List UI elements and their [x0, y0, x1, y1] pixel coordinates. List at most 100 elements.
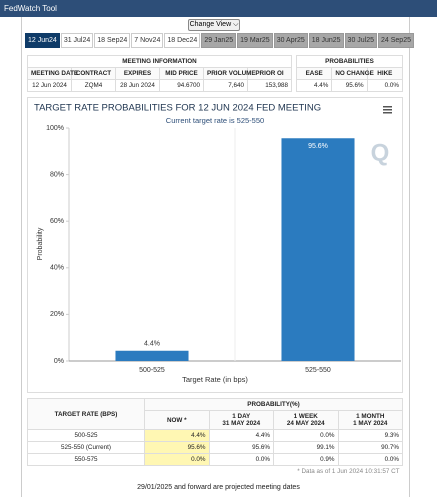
meeting-tab[interactable]: 18 Dec24	[164, 33, 201, 48]
y-tick-label: 80%	[50, 171, 64, 178]
cell: 99.1%	[273, 441, 339, 454]
y-tick-label: 0%	[54, 358, 64, 365]
meeting-tab[interactable]: 18 Sep24	[94, 33, 131, 48]
data-note: * Data as of 1 Jun 2024 10:31:57 CT	[297, 468, 400, 475]
title-row: MEETING INFORMATION	[27, 55, 292, 68]
cell: 0.9%	[273, 453, 339, 466]
column-header: EXPIRES	[115, 67, 160, 80]
meeting-tab[interactable]: 30 Jul25	[344, 33, 378, 48]
data-row: 550-575 0.0% 0.0% 0.9% 0.0%	[27, 453, 403, 466]
column-header: 1 MONTH 1 MAY 2024	[337, 410, 403, 430]
cell: 95.6%	[331, 79, 368, 92]
x-tick-label: 525-550	[305, 367, 331, 374]
meeting-tab[interactable]: 24 Sep25	[378, 33, 414, 48]
y-tick-label: 60%	[50, 218, 64, 225]
column-header: MEETING DATE	[27, 67, 78, 80]
change-view-button[interactable]: Change View ⌵	[188, 19, 240, 31]
header-row: EASE NO CHANGE HIKE	[295, 67, 404, 80]
chart-subtitle: Current target rate is 525-550	[166, 116, 264, 125]
meeting-tab[interactable]: 19 Mar25	[237, 33, 273, 48]
footer-note: 29/01/2025 and forward are projected mee…	[137, 484, 300, 491]
data-row: 500-525 4.4% 4.4% 0.0% 9.3%	[27, 429, 403, 442]
frame	[21, 17, 410, 497]
chart-title: TARGET RATE PROBABILITIES FOR 12 JUN 202…	[34, 103, 321, 114]
cell: 4.4%	[295, 79, 333, 92]
meeting-tab[interactable]: 29 Jan25	[201, 33, 237, 48]
y-tick-label: 100%	[46, 125, 64, 132]
column-label: 1 DAY	[232, 413, 251, 420]
meeting-tab[interactable]: 31 Jul24	[60, 33, 94, 48]
cell: 0.0%	[208, 453, 274, 466]
column-header: 1 WEEK 24 MAY 2024	[273, 410, 339, 430]
cell: 7,640	[203, 79, 248, 92]
cell: 12 Jun 2024	[27, 79, 72, 92]
title-row: PROBABILITIES	[296, 55, 403, 68]
column-label: 1 MONTH	[356, 413, 385, 420]
column-header: PRIOR OI	[247, 67, 292, 80]
meeting-tab[interactable]: 12 Jun24	[25, 33, 60, 48]
data-label: 95.6%	[308, 143, 328, 150]
cell: 0.0%	[144, 453, 210, 466]
header-row: MEETING DATE CONTRACT EXPIRES MID PRICE PRIO…	[27, 67, 292, 80]
column-header: CONTRACT	[71, 67, 116, 80]
column-label: NOW *	[166, 416, 187, 424]
cell: 94.6700	[159, 79, 204, 92]
chart: TARGET RATE PROBABILITIES FOR 12 JUN 202…	[34, 103, 401, 384]
watermark: Q	[371, 139, 390, 166]
button-label: Change View	[189, 21, 232, 28]
column-date: 1 MAY 2024	[353, 420, 388, 427]
cell: 525-550 (Current)	[27, 441, 145, 454]
table-title: PROBABILITY(%)	[144, 398, 403, 411]
column-label: 1 WEEK	[293, 413, 318, 420]
cell: 95.6%	[208, 441, 274, 454]
x-tick-label: 500-525	[139, 367, 165, 374]
column-header: PRIOR VOLUME	[203, 67, 256, 80]
bar	[115, 350, 189, 361]
data-row: 12 Jun 2024 ZQM4 28 Jun 2024 94.6700 7,640 15…	[27, 79, 292, 92]
column-header: MID PRICE	[159, 67, 204, 80]
cell: 0.0%	[273, 429, 339, 442]
cell: 4.4%	[208, 429, 274, 442]
cell: 95.6%	[144, 441, 210, 454]
column-header: EASE	[295, 67, 333, 80]
data-row: 4.4% 95.6% 0.0%	[295, 79, 404, 92]
cell: 90.7%	[337, 441, 403, 454]
table-title: PROBABILITIES	[296, 55, 403, 68]
title-row: TARGET RATE (BPS) PROBABILITY(%)	[27, 398, 403, 430]
cell: 9.3%	[337, 429, 403, 442]
y-axis-title: Probability	[37, 227, 44, 260]
meeting-info-table: MEETING INFORMATION MEETING DATE CONTRACT E…	[27, 55, 292, 92]
cell: 153,988	[247, 79, 292, 92]
column-header: NOW *	[144, 410, 210, 430]
y-tick-label: 40%	[50, 265, 64, 272]
cell: 0.0%	[366, 79, 404, 92]
column-header: HIKE	[366, 67, 404, 80]
cell: 550-575	[27, 453, 145, 466]
probabilities-table: PROBABILITIES EASE NO CHANGE HIKE 4.4% 95.6% 0…	[295, 55, 404, 92]
table-title: MEETING INFORMATION	[27, 55, 292, 68]
cell: 500-525	[27, 429, 145, 442]
row-header: TARGET RATE (BPS)	[27, 398, 145, 430]
column-date: 31 MAY 2024	[222, 420, 261, 427]
meeting-tab[interactable]: 18 Jun25	[308, 33, 344, 48]
bar	[281, 138, 355, 361]
chart-box: TARGET RATE PROBABILITIES FOR 12 JUN 202…	[27, 97, 403, 393]
meeting-tabs: 12 Jun24 31 Jul24 18 Sep24 7 Nov24 18 Dec24 2…	[25, 33, 414, 48]
meeting-tab[interactable]: 30 Apr25	[273, 33, 308, 48]
history-table: TARGET RATE (BPS) PROBABILITY(%) NOW * 1 DA…	[27, 398, 403, 477]
x-axis-title: Target Rate (in bps)	[182, 375, 248, 384]
data-label: 4.4%	[144, 341, 160, 348]
tool-header: FedWatch Tool	[0, 0, 437, 17]
column-date: 24 MAY 2024	[286, 420, 325, 427]
column-header: NO CHANGE	[331, 67, 374, 80]
cell: 28 Jun 2024	[115, 79, 160, 92]
meeting-tab[interactable]: 7 Nov24	[131, 33, 164, 48]
y-tick-label: 20%	[50, 311, 64, 318]
data-row: 525-550 (Current) 95.6% 95.6% 99.1% 90.7%	[27, 441, 403, 454]
cell: ZQM4	[71, 79, 116, 92]
column-header: 1 DAY 31 MAY 2024	[208, 410, 274, 430]
menu-icon[interactable]	[383, 106, 392, 114]
cell: 4.4%	[144, 429, 210, 442]
cell: 0.0%	[337, 453, 403, 466]
